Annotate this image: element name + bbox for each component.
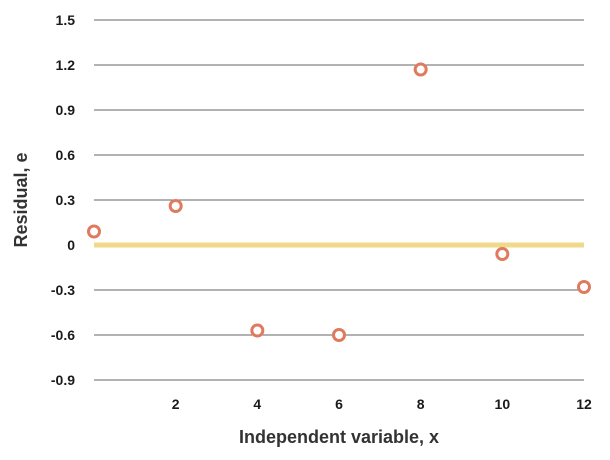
- data-point: [168, 199, 183, 213]
- y-tick-labels: 1.5 1.2 0.9 0.6 0.3 0 -0.3 -0.6 -0.9: [51, 12, 75, 388]
- y-axis-title: Residual, e: [11, 152, 31, 247]
- y-tick-label: 0.3: [56, 192, 76, 208]
- x-axis-title: Independent variable, x: [239, 427, 439, 447]
- x-tick-label: 8: [417, 396, 425, 412]
- gridlines: [94, 19, 584, 381]
- y-tick-label: 0.9: [56, 102, 76, 118]
- y-tick-label: 0.6: [56, 147, 76, 163]
- y-tick-label: -0.6: [51, 327, 75, 343]
- x-tick-label: 10: [495, 396, 511, 412]
- data-point: [495, 247, 510, 261]
- x-tick-label: 12: [576, 396, 592, 412]
- y-tick-label: -0.3: [51, 282, 75, 298]
- x-tick-label: 2: [172, 396, 180, 412]
- data-point: [87, 224, 101, 239]
- x-tick-label: 4: [253, 396, 261, 412]
- data-point: [250, 323, 265, 338]
- data-points: [87, 62, 591, 342]
- y-tick-label: 0: [67, 237, 75, 253]
- data-point: [577, 280, 591, 294]
- y-tick-label: 1.2: [56, 57, 76, 73]
- data-point: [332, 328, 346, 342]
- y-tick-label: 1.5: [56, 12, 76, 28]
- data-point: [413, 62, 428, 77]
- x-tick-labels: 2 4 6 8 10 12: [172, 396, 592, 412]
- x-tick-label: 6: [335, 396, 343, 412]
- y-tick-label: -0.9: [51, 372, 75, 388]
